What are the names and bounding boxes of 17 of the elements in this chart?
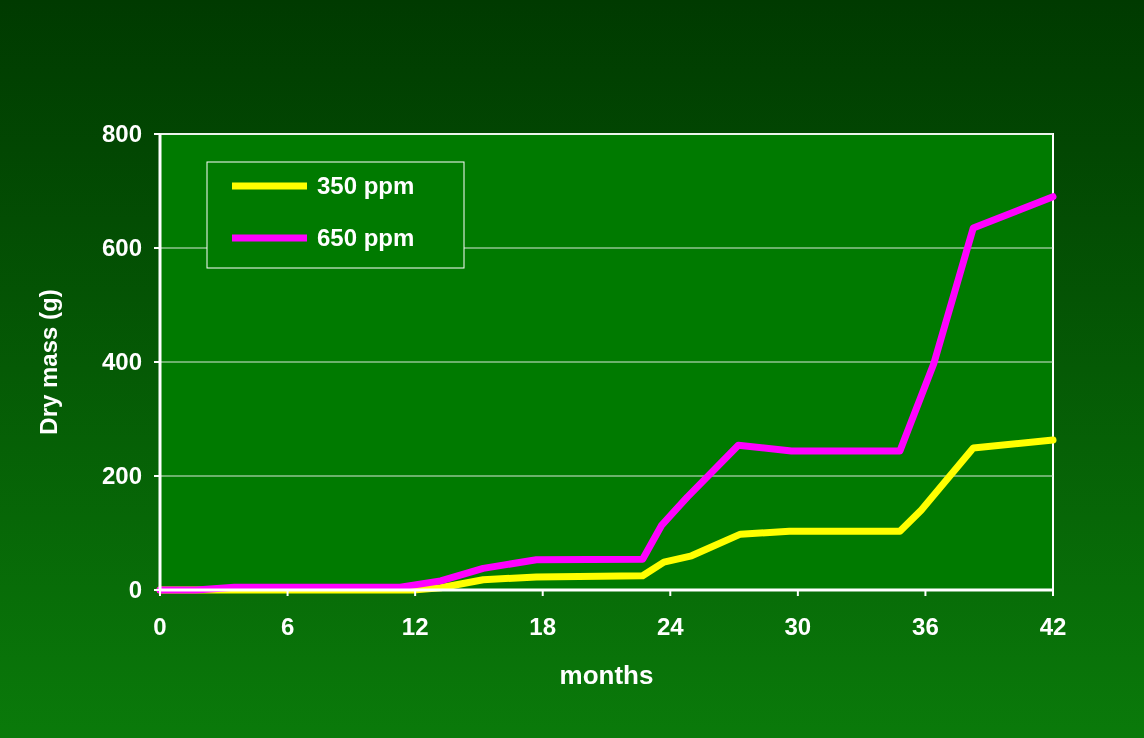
y-tick-label: 400: [101, 348, 142, 376]
y-tick-label: 200: [101, 462, 142, 490]
x-tick-label: 30: [784, 613, 812, 640]
x-axis-title: months: [559, 660, 654, 690]
x-tick-label: 18: [529, 613, 557, 640]
x-tick-label: 0: [153, 613, 167, 640]
x-tick-label: 24: [656, 613, 685, 640]
legend-label: 650 ppm: [317, 224, 415, 252]
y-tick-label: 600: [101, 234, 142, 262]
y-tick-label: 0: [128, 576, 142, 604]
x-tick-label: 12: [401, 613, 429, 640]
legend-label: 350 ppm: [317, 172, 415, 200]
x-tick-label: 6: [280, 613, 295, 640]
x-tick-label: 42: [1039, 613, 1067, 640]
y-tick-label: 800: [101, 120, 142, 148]
x-tick-label: 36: [912, 613, 939, 640]
y-axis-title: Dry mass (g): [35, 289, 62, 435]
